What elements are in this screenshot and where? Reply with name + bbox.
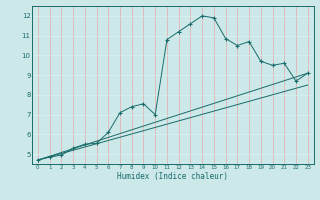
X-axis label: Humidex (Indice chaleur): Humidex (Indice chaleur) bbox=[117, 172, 228, 181]
